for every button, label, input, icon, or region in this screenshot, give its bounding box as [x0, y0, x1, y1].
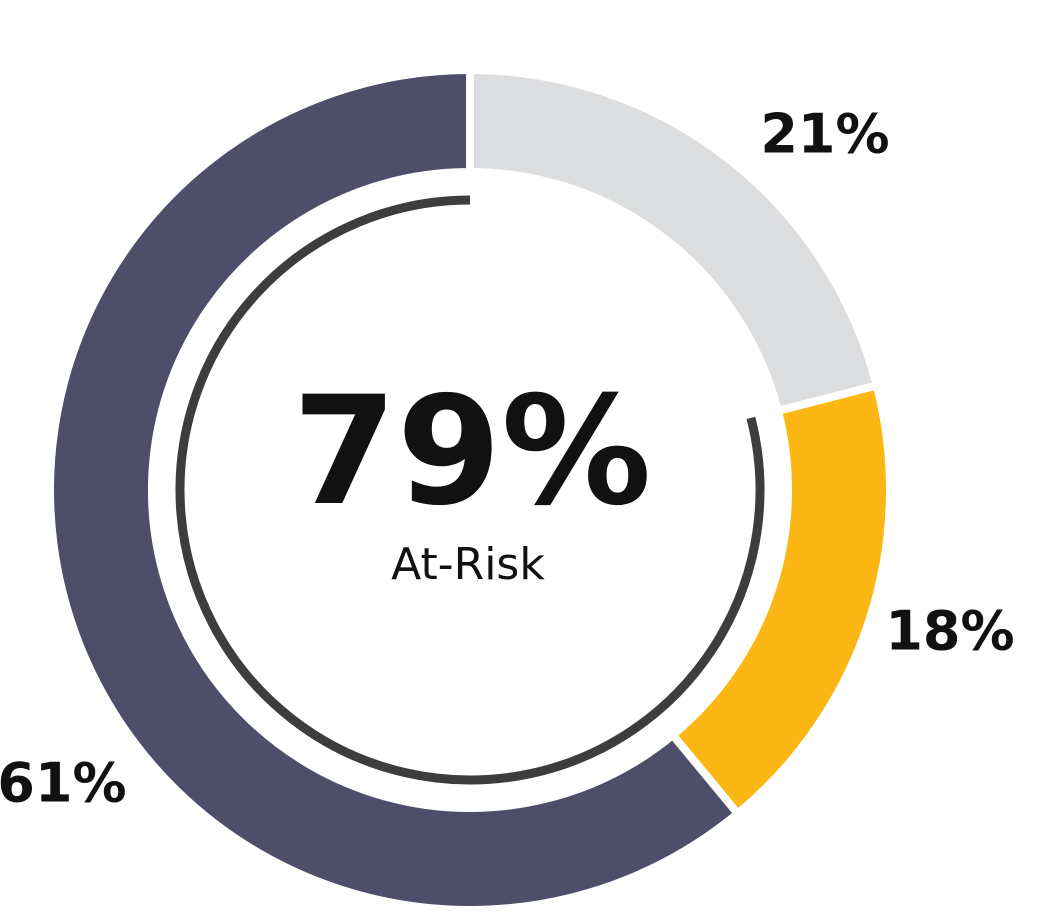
value-label: 61%: [0, 752, 127, 815]
value-label: 21%: [760, 103, 889, 166]
center-caption: At-Risk: [391, 539, 545, 590]
total-arc: [175, 195, 765, 785]
donut-segment: [667, 380, 894, 820]
value-label: 18%: [885, 600, 1014, 663]
donut-segment: [46, 65, 744, 914]
center-value: 79%: [292, 365, 651, 539]
